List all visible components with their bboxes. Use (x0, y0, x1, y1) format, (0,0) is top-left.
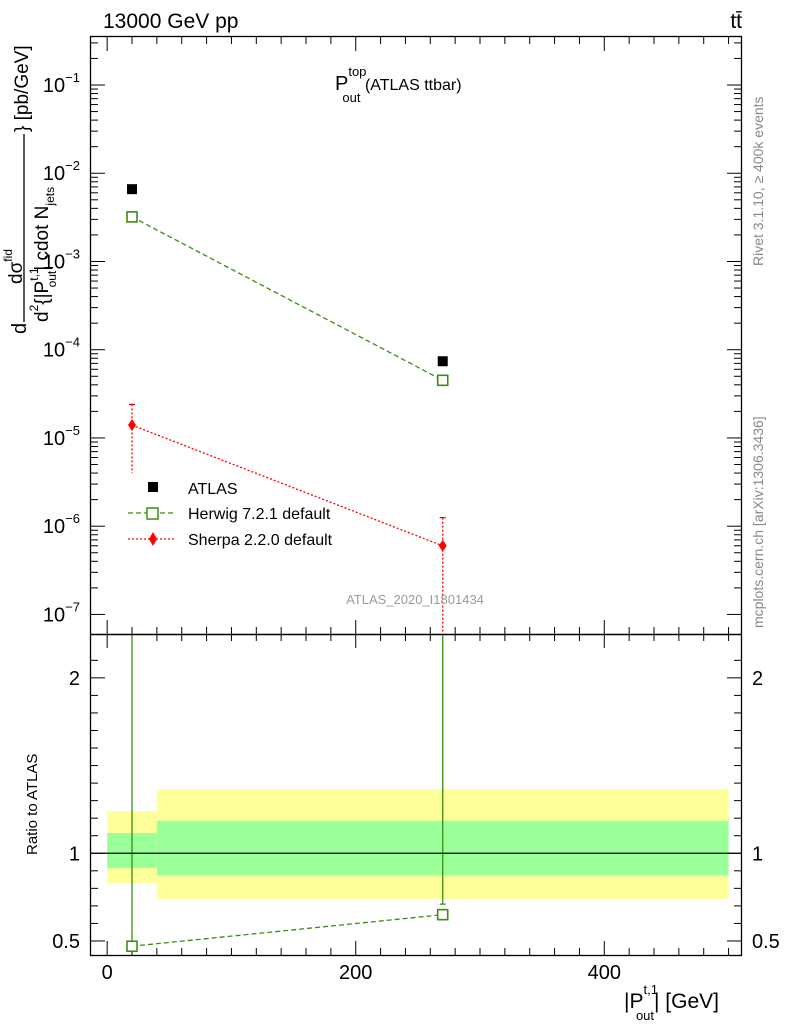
main-title: Ptop out (ATLAS ttbar) (335, 64, 462, 105)
svg-text:d: d (9, 323, 31, 334)
legend-item-atlas: ATLAS (148, 481, 238, 498)
ratio-ytick-label-left-1: 1 (69, 843, 80, 865)
ratio-herwig-line (131, 914, 443, 947)
ratio-ytick-label-left-0: 0.5 (52, 931, 80, 953)
ratio-ytick-label-right-0: 0.5 (752, 931, 780, 953)
ratio-plot-frame (89, 633, 743, 957)
sherpa-point-0 (128, 419, 137, 432)
legend-atlas-label: ATLAS (188, 481, 238, 498)
herwig-line (131, 216, 444, 381)
ratio-ytick-label-right-2: 2 (752, 668, 763, 690)
ratio-y-axis-label: Ratio to ATLAS (24, 754, 41, 855)
herwig-point-1 (436, 374, 449, 387)
title-rest: (ATLAS ttbar) (361, 77, 462, 94)
xtick-label-0: 0 (102, 962, 113, 984)
main-ytick-label-5: 10−2 (43, 158, 80, 185)
xtick-label-1: 200 (339, 962, 372, 984)
legend-item-herwig: Herwig 7.2.1 default (128, 506, 331, 523)
main-ytick-label-0: 10−7 (43, 599, 80, 626)
svg-text:dσfid: dσfid (1, 249, 27, 284)
atlas-point-0 (127, 184, 138, 195)
ratio-herwig-point-1 (436, 908, 449, 921)
rivet-version-label: Rivet 3.1.10, ≥ 400k events (750, 96, 766, 266)
svg-text:} [pb/GeV]: } [pb/GeV] (12, 45, 33, 132)
axis-ticks: 10−7 10−6 10−5 10−4 10−3 10−2 10−1 0 200 400 0.5 0.… (43, 37, 780, 984)
x-axis-label: |Pt,1 out| [GeV] (624, 982, 719, 1023)
legend: ATLAS Herwig 7.2.1 default Sherpa 2.2.0 … (128, 481, 333, 549)
legend-sherpa-marker (149, 532, 157, 546)
herwig-point-0 (126, 211, 138, 223)
legend-herwig-label: Herwig 7.2.1 default (188, 506, 331, 523)
sherpa-point-1 (438, 539, 447, 552)
main-ytick-label-6: 10−1 (43, 70, 80, 97)
analysis-watermark: ATLAS_2020_I1801434 (346, 592, 484, 607)
legend-item-sherpa: Sherpa 2.2.0 default (128, 532, 333, 549)
main-ytick-label-2: 10−5 (43, 423, 80, 450)
ratio-uncertainty-bands (107, 789, 729, 899)
main-ytick-label-4: 10−3 (43, 246, 80, 273)
legend-atlas-marker (148, 482, 158, 492)
legend-sherpa-label: Sherpa 2.2.0 default (188, 532, 333, 549)
xtick-label-2: 400 (588, 962, 621, 984)
main-series-marks (126, 184, 449, 634)
sherpa-line (131, 424, 443, 547)
legend-herwig-marker (146, 507, 159, 520)
main-y-axis-label: d dσfid d2{|Pt,1 out| cdot Njets } [pb/Ge… (1, 45, 59, 334)
process-label: tt̄ (730, 10, 742, 33)
mcplots-label: mcplots.cern.ch [arXiv:1306.3436] (750, 416, 766, 628)
main-ytick-label-1: 10−6 (43, 511, 80, 538)
energy-label: 13000 GeV pp (103, 10, 238, 33)
ratio-series-marks (126, 634, 449, 953)
ratio-ytick-label-left-2: 2 (69, 668, 80, 690)
ratio-herwig-point-0 (126, 940, 138, 953)
ratio-ytick-label-right-1: 1 (752, 843, 763, 865)
title-base: P (335, 73, 348, 95)
title-sup: top (348, 64, 366, 79)
title-sub: out (342, 90, 360, 105)
atlas-point-1 (437, 356, 448, 367)
main-ytick-label-3: 10−4 (43, 335, 80, 362)
